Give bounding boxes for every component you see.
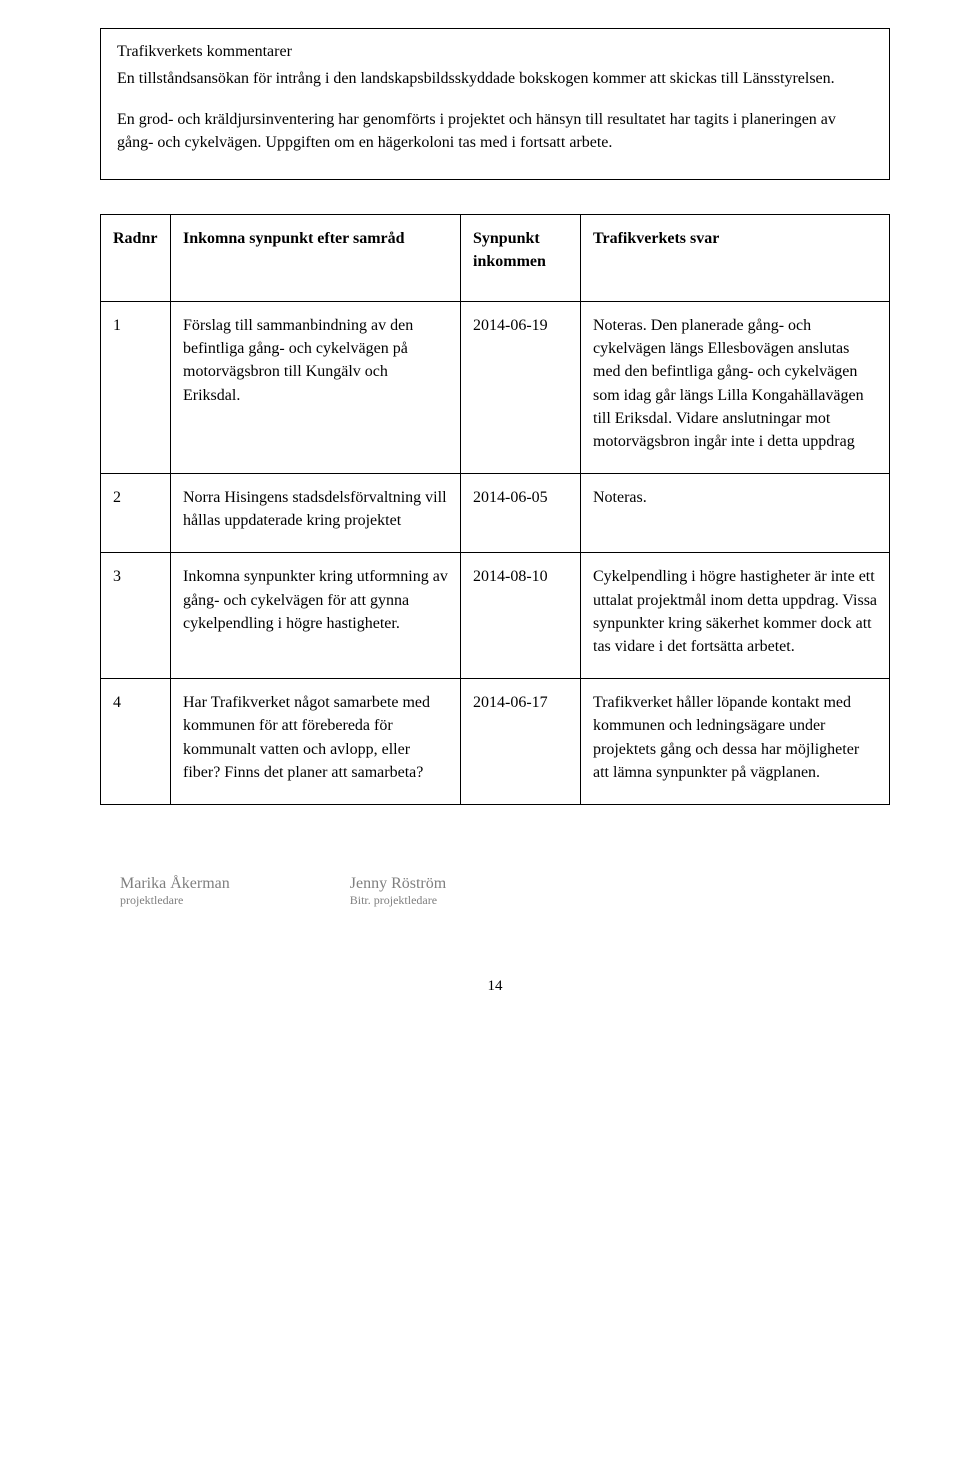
header-date: Synpunkt inkommen xyxy=(461,214,581,301)
page-number: 14 xyxy=(100,978,890,995)
signature-name: Jenny Röström xyxy=(350,875,446,893)
cell-date: 2014-06-17 xyxy=(461,679,581,805)
table-row: 3 Inkomna synpunkter kring utformning av… xyxy=(101,553,890,679)
cell-syn: Har Trafikverket något samarbete med kom… xyxy=(171,679,461,805)
cell-svar: Trafikverket håller löpande kontakt med … xyxy=(581,679,890,805)
header-syn: Inkomna synpunkt efter samråd xyxy=(171,214,461,301)
cell-nr: 2 xyxy=(101,474,171,553)
cell-nr: 4 xyxy=(101,679,171,805)
comments-paragraph-2: En grod- och kräldjursinventering har ge… xyxy=(117,108,873,154)
header-radnr: Radnr xyxy=(101,214,171,301)
comments-paragraph-1: En tillståndsansökan för intrång i den l… xyxy=(117,67,873,90)
cell-syn: Norra Hisingens stadsdelsförvaltning vil… xyxy=(171,474,461,553)
table-row: 1 Förslag till sammanbindning av den bef… xyxy=(101,301,890,473)
cell-syn: Förslag till sammanbindning av den befin… xyxy=(171,301,461,473)
table-row: 2 Norra Hisingens stadsdelsförvaltning v… xyxy=(101,474,890,553)
document-page: Trafikverkets kommentarer En tillståndsa… xyxy=(0,0,960,1035)
signature-right: Jenny Röström Bitr. projektledare xyxy=(350,875,446,908)
cell-svar: Noteras. Den planerade gång- och cykelvä… xyxy=(581,301,890,473)
table-header-row: Radnr Inkomna synpunkt efter samråd Synp… xyxy=(101,214,890,301)
cell-date: 2014-08-10 xyxy=(461,553,581,679)
comments-box: Trafikverkets kommentarer En tillståndsa… xyxy=(100,28,890,180)
cell-date: 2014-06-19 xyxy=(461,301,581,473)
cell-svar: Cykelpendling i högre hastigheter är int… xyxy=(581,553,890,679)
cell-nr: 1 xyxy=(101,301,171,473)
cell-syn: Inkomna synpunkter kring utformning av g… xyxy=(171,553,461,679)
header-svar: Trafikverkets svar xyxy=(581,214,890,301)
signature-role: projektledare xyxy=(120,893,230,908)
synpunkt-table: Radnr Inkomna synpunkt efter samråd Synp… xyxy=(100,214,890,805)
signature-role: Bitr. projektledare xyxy=(350,893,446,908)
signatures-block: Marika Åkerman projektledare Jenny Röstr… xyxy=(120,875,890,908)
cell-nr: 3 xyxy=(101,553,171,679)
cell-svar: Noteras. xyxy=(581,474,890,553)
comments-heading: Trafikverkets kommentarer xyxy=(117,43,873,61)
cell-date: 2014-06-05 xyxy=(461,474,581,553)
table-row: 4 Har Trafikverket något samarbete med k… xyxy=(101,679,890,805)
signature-name: Marika Åkerman xyxy=(120,875,230,893)
signature-left: Marika Åkerman projektledare xyxy=(120,875,230,908)
